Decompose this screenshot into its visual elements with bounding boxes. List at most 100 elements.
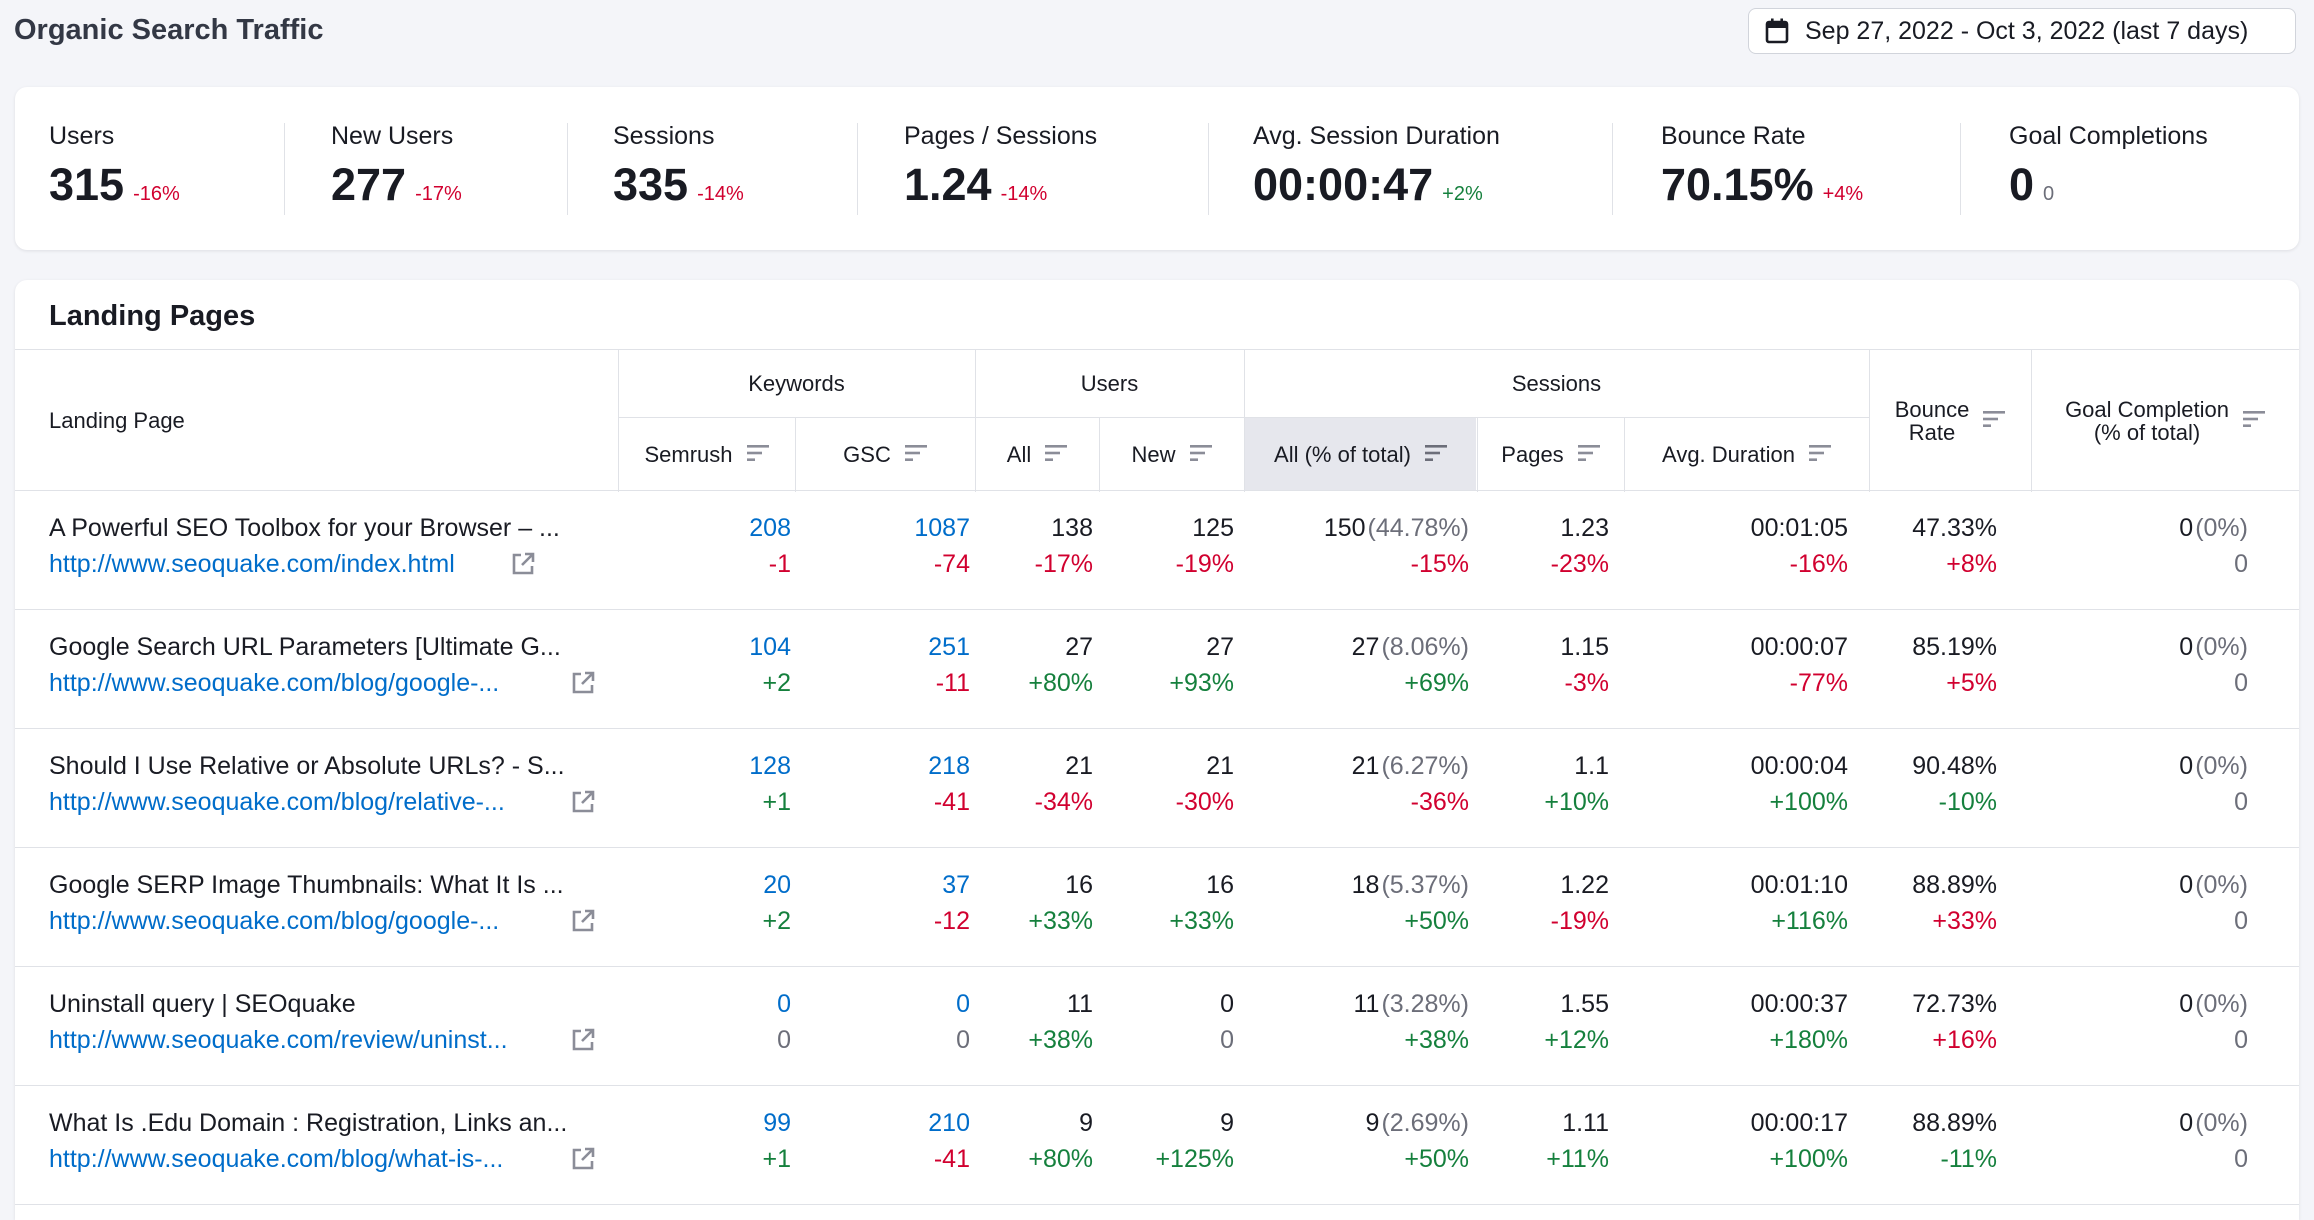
- sort-icon[interactable]: [1577, 442, 1600, 468]
- goal-percent: (0%): [2195, 514, 2248, 542]
- sort-icon[interactable]: [746, 442, 769, 468]
- kpi-change: -17%: [415, 183, 462, 205]
- gsc-keywords-change: -11: [935, 669, 970, 697]
- col-avg-duration[interactable]: Avg. Duration: [1624, 418, 1869, 492]
- landing-pages-title: Landing Pages: [49, 300, 256, 332]
- sort-icon[interactable]: [1189, 442, 1212, 468]
- avg-duration-change: -16%: [1789, 550, 1848, 578]
- semrush-keywords-change: +1: [762, 1145, 791, 1173]
- kpi-value: 315: [49, 159, 125, 210]
- semrush-keywords[interactable]: 128: [749, 752, 791, 780]
- table-row[interactable]: Should I Use Relative or Absolute URLs? …: [15, 729, 2299, 848]
- external-link-icon[interactable]: [570, 1146, 596, 1177]
- sessions-change: +50%: [1404, 1145, 1469, 1173]
- sort-icon[interactable]: [1045, 442, 1068, 468]
- semrush-keywords[interactable]: 0: [777, 990, 791, 1018]
- external-link-icon[interactable]: [570, 1027, 596, 1058]
- table-row[interactable]: Uninstall query | SEOquake http://www.seo…: [15, 967, 2299, 1086]
- goal-completion-change: 0: [2234, 907, 2248, 935]
- gsc-keywords[interactable]: 37: [942, 871, 970, 899]
- goal-count: 0: [2179, 1109, 2194, 1137]
- col-goal-completion[interactable]: Goal Completion (% of total): [2031, 350, 2299, 492]
- avg-duration-change: -77%: [1789, 669, 1848, 697]
- goal-percent: (0%): [2195, 1109, 2248, 1137]
- col-sessions-all[interactable]: All (% of total): [1245, 418, 1476, 492]
- group-sessions: Sessions: [1511, 371, 1602, 396]
- gsc-keywords[interactable]: 251: [928, 633, 970, 661]
- avg-duration: 00:00:17: [1750, 1109, 1848, 1137]
- col-users-all[interactable]: All: [975, 418, 1099, 492]
- sessions-percent: (8.06%): [1381, 633, 1469, 661]
- kpi-label: Bounce Rate: [1661, 122, 1806, 150]
- avg-duration: 00:00:07: [1750, 633, 1848, 661]
- gsc-keywords[interactable]: 1087: [914, 514, 970, 542]
- gsc-keywords-change: -41: [933, 788, 970, 816]
- semrush-keywords[interactable]: 99: [763, 1109, 791, 1137]
- bounce-rate-change: -10%: [1938, 788, 1997, 816]
- col-gsc[interactable]: GSC: [795, 418, 975, 492]
- kpi-change: +2%: [1442, 183, 1483, 205]
- group-users: Users: [1080, 371, 1139, 396]
- semrush-keywords[interactable]: 104: [749, 633, 791, 661]
- sort-icon[interactable]: [2242, 408, 2265, 434]
- sort-icon[interactable]: [904, 442, 927, 468]
- bounce-rate: 88.89%: [1912, 1109, 1997, 1137]
- goal-completion: 0(0%): [2179, 1109, 2248, 1138]
- users-all-change: +33%: [1028, 907, 1093, 935]
- landing-page-url[interactable]: http://www.seoquake.com/blog/google-...: [49, 669, 500, 697]
- goal-completion: 0(0%): [2179, 633, 2248, 662]
- landing-page-url[interactable]: http://www.seoquake.com/review/uninst...: [49, 1026, 508, 1054]
- sort-icon-active[interactable]: [1424, 442, 1447, 468]
- bounce-rate: 90.48%: [1912, 752, 1997, 780]
- gsc-keywords[interactable]: 0: [956, 990, 970, 1018]
- kpi-change: -16%: [133, 183, 180, 205]
- landing-page-url[interactable]: http://www.seoquake.com/blog/what-is-...: [49, 1145, 504, 1173]
- bounce-rate: 88.89%: [1912, 871, 1997, 899]
- col-bounce-rate[interactable]: Bounce Rate: [1869, 350, 2031, 492]
- sessions-change: -36%: [1410, 788, 1469, 816]
- semrush-keywords[interactable]: 20: [763, 871, 791, 899]
- table-row[interactable]: Google Search URL Parameters [Ultimate G…: [15, 610, 2299, 729]
- pages-per-session-change: +11%: [1546, 1145, 1609, 1173]
- col-users-new[interactable]: New: [1099, 418, 1244, 492]
- col-semrush[interactable]: Semrush: [618, 418, 795, 492]
- sessions-all: 11(3.28%): [1354, 990, 1470, 1019]
- landing-page-url[interactable]: http://www.seoquake.com/blog/google-...: [49, 907, 500, 935]
- col-semrush-label: Semrush: [644, 442, 733, 467]
- gsc-keywords[interactable]: 210: [928, 1109, 970, 1137]
- kpi-divider: [284, 123, 285, 215]
- users-all: 11: [1067, 990, 1093, 1018]
- col-gsc-label: GSC: [843, 442, 891, 467]
- users-all: 9: [1079, 1109, 1093, 1137]
- calendar-icon: [1765, 18, 1789, 44]
- date-range-label: Sep 27, 2022 - Oct 3, 2022 (last 7 days): [1805, 16, 2249, 45]
- col-pages[interactable]: Pages: [1477, 418, 1624, 492]
- kpi-change: 0: [2043, 183, 2055, 205]
- landing-page-url[interactable]: http://www.seoquake.com/index.html: [49, 550, 455, 578]
- goal-completion-change: 0: [2234, 1026, 2248, 1054]
- external-link-icon[interactable]: [510, 551, 536, 582]
- date-range-picker[interactable]: Sep 27, 2022 - Oct 3, 2022 (last 7 days): [1748, 8, 2296, 54]
- external-link-icon[interactable]: [570, 789, 596, 820]
- table-row[interactable]: A Powerful SEO Toolbox for your Browser …: [15, 491, 2299, 610]
- sessions-count: 27: [1351, 633, 1380, 661]
- users-new: 16: [1206, 871, 1234, 899]
- gsc-keywords[interactable]: 218: [928, 752, 970, 780]
- col-goal-line2: (% of total): [2093, 420, 2201, 445]
- kpi-value-row: 70.15% +4%: [1661, 159, 1863, 211]
- sort-icon[interactable]: [1808, 442, 1831, 468]
- semrush-keywords[interactable]: 208: [749, 514, 791, 542]
- users-all: 27: [1065, 633, 1093, 661]
- sessions-change: -15%: [1410, 550, 1469, 578]
- landing-page-url[interactable]: http://www.seoquake.com/blog/relative-..…: [49, 788, 505, 816]
- external-link-icon[interactable]: [570, 908, 596, 939]
- table-header: Landing Page Keywords Users Sessions Sem…: [15, 349, 2299, 492]
- external-link-icon[interactable]: [570, 670, 596, 701]
- users-new-change: -19%: [1175, 550, 1234, 578]
- table-row[interactable]: What Is .Edu Domain : Registration, Link…: [15, 1086, 2299, 1205]
- table-row[interactable]: Google SERP Image Thumbnails: What It Is…: [15, 848, 2299, 967]
- users-all-change: -17%: [1034, 550, 1093, 578]
- sort-icon[interactable]: [1983, 408, 2006, 434]
- avg-duration: 00:01:05: [1750, 514, 1848, 542]
